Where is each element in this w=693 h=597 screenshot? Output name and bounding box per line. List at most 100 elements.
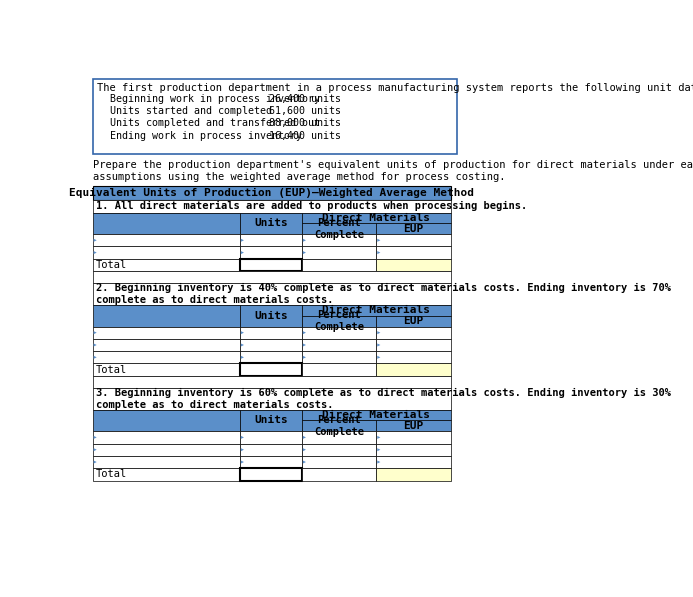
Bar [376, 456, 451, 468]
Text: 1. All direct materials are added to products when processing begins.: 1. All direct materials are added to pro… [96, 201, 527, 211]
Polygon shape [241, 356, 244, 359]
Bar [376, 364, 451, 376]
Bar [240, 247, 302, 259]
Polygon shape [94, 436, 97, 439]
Text: 16,400 units: 16,400 units [269, 131, 341, 140]
Bar [302, 234, 376, 247]
Polygon shape [241, 331, 244, 334]
Text: Prepare the production department's equivalent units of production for direct ma: Prepare the production department's equi… [93, 160, 693, 182]
Bar [302, 410, 451, 420]
Polygon shape [377, 448, 380, 451]
Text: Units: Units [254, 219, 288, 228]
Polygon shape [241, 239, 244, 242]
Polygon shape [303, 448, 306, 451]
Bar [93, 327, 240, 339]
Text: Units started and completed: Units started and completed [110, 106, 272, 116]
Polygon shape [303, 356, 306, 359]
Bar [376, 223, 451, 234]
Bar [376, 339, 451, 351]
Polygon shape [377, 356, 380, 359]
Bar [93, 234, 240, 247]
Text: 2. Beginning inventory is 40% complete as to direct materials costs. Ending inve: 2. Beginning inventory is 40% complete a… [96, 284, 671, 305]
Bar [240, 456, 302, 468]
Bar [302, 247, 376, 259]
Bar [240, 364, 302, 376]
Bar [302, 468, 376, 481]
Bar [302, 420, 376, 431]
Bar [376, 327, 451, 339]
Polygon shape [377, 251, 380, 254]
Bar [240, 468, 302, 481]
Bar [93, 376, 451, 388]
Polygon shape [241, 343, 244, 346]
Text: Percent
Complete: Percent Complete [314, 310, 365, 332]
Polygon shape [241, 251, 244, 254]
Text: Equivalent Units of Production (EUP)—Weighted Average Method: Equivalent Units of Production (EUP)—Wei… [69, 188, 474, 198]
Text: 61,600 units: 61,600 units [269, 106, 341, 116]
Bar [93, 213, 240, 234]
Text: Units: Units [254, 310, 288, 321]
Bar [240, 339, 302, 351]
Bar [93, 339, 240, 351]
Bar [302, 223, 376, 234]
Bar [93, 468, 240, 481]
Bar [93, 247, 240, 259]
Polygon shape [241, 460, 244, 463]
Polygon shape [303, 251, 306, 254]
Bar [93, 271, 451, 284]
Text: 26,400 units: 26,400 units [269, 94, 341, 104]
Bar [93, 456, 240, 468]
Text: Direct Materials: Direct Materials [322, 410, 430, 420]
Bar [376, 234, 451, 247]
Polygon shape [94, 343, 97, 346]
Bar [240, 259, 302, 271]
Polygon shape [94, 251, 97, 254]
Bar [93, 351, 240, 364]
Polygon shape [303, 343, 306, 346]
Bar [376, 468, 451, 481]
Polygon shape [94, 448, 97, 451]
Polygon shape [303, 436, 306, 439]
Polygon shape [241, 448, 244, 451]
Bar [376, 444, 451, 456]
Text: 88,000 units: 88,000 units [269, 118, 341, 128]
Bar [376, 420, 451, 431]
Bar [302, 305, 451, 316]
Text: EUP: EUP [403, 316, 424, 326]
Bar [302, 444, 376, 456]
Bar [93, 444, 240, 456]
Bar [240, 305, 302, 327]
Bar [302, 431, 376, 444]
Bar [302, 316, 376, 327]
Bar [93, 388, 451, 410]
Bar [376, 351, 451, 364]
Bar [93, 79, 457, 154]
Text: Direct Materials: Direct Materials [322, 305, 430, 315]
Bar [93, 200, 451, 213]
Polygon shape [241, 436, 244, 439]
Text: Total: Total [96, 260, 128, 270]
Polygon shape [377, 436, 380, 439]
Bar [240, 327, 302, 339]
Bar [302, 213, 451, 223]
Polygon shape [303, 460, 306, 463]
Bar [93, 305, 240, 327]
Bar [240, 234, 302, 247]
Bar [93, 186, 451, 200]
Bar [240, 351, 302, 364]
Bar [376, 247, 451, 259]
Text: The first production department in a process manufacturing system reports the fo: The first production department in a pro… [98, 83, 693, 93]
Bar [376, 431, 451, 444]
Polygon shape [377, 239, 380, 242]
Bar [302, 364, 376, 376]
Text: Total: Total [96, 469, 128, 479]
Bar [240, 213, 302, 234]
Polygon shape [303, 239, 306, 242]
Polygon shape [94, 239, 97, 242]
Bar [302, 327, 376, 339]
Text: Total: Total [96, 365, 128, 375]
Text: EUP: EUP [403, 224, 424, 233]
Bar [93, 364, 240, 376]
Bar [376, 259, 451, 271]
Bar [93, 284, 451, 305]
